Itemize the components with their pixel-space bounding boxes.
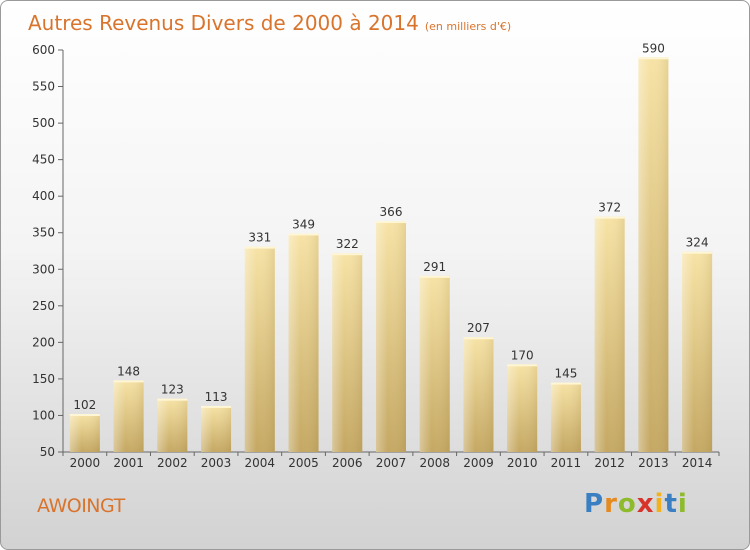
- axes: 50 100 150 200 250 300 350 400 450 500 550 600 2000 2…: [32, 43, 720, 470]
- logo-letter: r: [604, 489, 618, 519]
- data-label: 145: [554, 367, 577, 381]
- data-label: 322: [336, 237, 359, 251]
- data-label: 349: [292, 217, 315, 231]
- bar-shading: [463, 337, 494, 452]
- y-tick-label: 50: [40, 445, 55, 459]
- y-tick-label: 150: [32, 372, 55, 386]
- y-tick-label: 400: [32, 189, 55, 203]
- proxiti-logo[interactable]: Proxiti: [584, 489, 688, 519]
- y-tick-label: 600: [32, 43, 55, 57]
- x-tick-label: 2010: [507, 456, 538, 470]
- bar-top-highlight: [419, 275, 450, 278]
- logo-letter: o: [617, 489, 637, 519]
- chart-title-text: Autres Revenus Divers de 2000 à 2014: [28, 11, 419, 35]
- y-tick-label: 200: [32, 335, 55, 349]
- bar-top-highlight: [463, 337, 494, 340]
- bar-shading: [682, 251, 713, 452]
- logo-letter: x: [636, 489, 655, 519]
- bar-top-highlight: [682, 251, 713, 254]
- bar-shading: [638, 57, 669, 453]
- x-tick-label: 2004: [245, 456, 276, 470]
- x-tick-label: 2009: [463, 456, 494, 470]
- bar-shading: [594, 216, 625, 452]
- bar-top-highlight: [201, 405, 232, 408]
- data-label: 372: [598, 201, 621, 215]
- bar-shading: [419, 275, 450, 452]
- bar-top-highlight: [69, 413, 100, 416]
- x-tick-label: 2011: [551, 456, 582, 470]
- bar-top-highlight: [594, 216, 625, 219]
- x-tick-label: 2001: [113, 456, 144, 470]
- logo-letter: t: [664, 489, 678, 519]
- data-label: 148: [117, 364, 140, 378]
- bar-top-highlight: [113, 380, 144, 383]
- data-label: 291: [423, 260, 446, 274]
- x-tick-label: 2005: [288, 456, 319, 470]
- data-label: 113: [205, 390, 228, 404]
- data-labels: 102 148 123 113 331 349 322 366 291 207 170 145 372 5…: [73, 41, 708, 412]
- bar-top-highlight: [332, 253, 363, 256]
- commune-name: AWOINGT: [37, 495, 125, 517]
- bar-shading: [550, 382, 581, 452]
- bar-top-highlight: [550, 382, 581, 385]
- x-tick-label: 2007: [376, 456, 407, 470]
- x-tick-label: 2013: [638, 456, 669, 470]
- x-tick-label: 2000: [70, 456, 101, 470]
- bar-top-highlight: [638, 57, 669, 60]
- y-tick-label: 300: [32, 262, 55, 276]
- data-label: 207: [467, 321, 490, 335]
- y-tick-label: 450: [32, 153, 55, 167]
- logo-letter: P: [584, 489, 605, 519]
- bar-shading: [157, 398, 188, 452]
- bar-shading: [113, 380, 144, 452]
- x-tick-label: 2014: [682, 456, 713, 470]
- data-label: 590: [642, 41, 665, 55]
- data-label: 366: [380, 205, 403, 219]
- x-tick-label: 2002: [157, 456, 188, 470]
- y-tick-label: 100: [32, 408, 55, 422]
- bar-shading: [507, 364, 538, 452]
- data-label: 324: [686, 236, 709, 250]
- bar-shading: [244, 246, 275, 452]
- x-tick-label: 2008: [419, 456, 450, 470]
- data-label: 123: [161, 383, 184, 397]
- data-label: 170: [511, 348, 534, 362]
- data-label: 331: [248, 231, 271, 245]
- bar-top-highlight: [376, 221, 406, 224]
- logo-letter: i: [677, 489, 688, 519]
- bar-top-highlight: [157, 398, 188, 401]
- bars: [69, 57, 713, 453]
- bar-shading: [332, 253, 363, 452]
- x-tick-label: 2012: [594, 456, 625, 470]
- bar-shading: [376, 221, 406, 452]
- bar-shading: [201, 405, 232, 452]
- x-tick-label: 2003: [201, 456, 232, 470]
- y-tick-label: 350: [32, 226, 55, 240]
- chart-title: Autres Revenus Divers de 2000 à 2014 (en …: [28, 11, 511, 35]
- bar-top-highlight: [507, 364, 538, 367]
- bar-shading: [288, 233, 319, 452]
- bar-shading: [69, 413, 100, 452]
- unit-note: (en milliers d'€): [424, 20, 512, 33]
- y-tick-label: 550: [32, 80, 55, 94]
- y-tick-label: 500: [32, 116, 55, 130]
- logo-letter: i: [654, 489, 665, 519]
- x-tick-label: 2006: [332, 456, 363, 470]
- bar-top-highlight: [244, 246, 275, 249]
- bar-top-highlight: [288, 233, 319, 236]
- y-tick-label: 250: [32, 299, 55, 313]
- data-label: 102: [73, 398, 96, 412]
